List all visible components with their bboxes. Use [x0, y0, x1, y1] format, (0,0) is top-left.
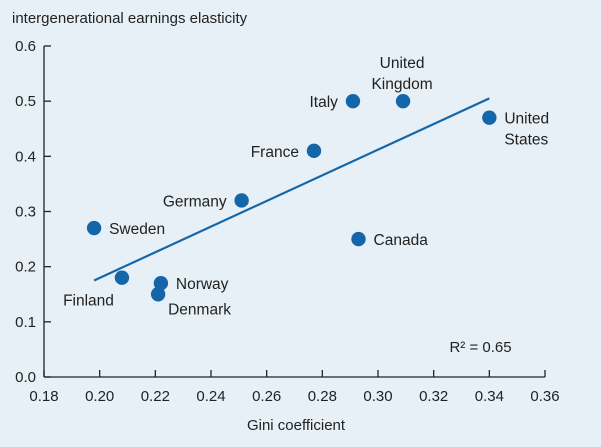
x-tick-label: 0.24 [196, 388, 225, 405]
point-label-france: France [251, 144, 299, 161]
y-tick-label: 0.5 [15, 93, 36, 110]
point-label-united-states: United States [504, 111, 549, 149]
x-tick-label: 0.30 [363, 388, 392, 405]
point-label-sweden: Sweden [109, 221, 165, 238]
point-united-states [482, 110, 497, 125]
y-tick-label: 0.0 [15, 369, 36, 386]
point-label-italy: Italy [310, 94, 339, 111]
y-tick-label: 0.4 [15, 148, 36, 165]
x-axis-title: Gini coefficient [247, 417, 346, 434]
y-ticks: 0.0 0.1 0.2 0.3 0.4 0.5 0.6 [15, 38, 51, 386]
point-france [306, 143, 322, 159]
trend-line [93, 97, 490, 282]
x-tick-label: 0.28 [308, 388, 337, 405]
y-axis-title: intergenerational earnings elasticity [12, 10, 248, 27]
y-tick-label: 0.1 [15, 314, 36, 331]
point-sweden [86, 220, 102, 236]
y-tick-label: 0.2 [15, 259, 36, 276]
point-canada [351, 231, 366, 247]
x-ticks: 0.18 0.20 0.22 0.24 0.26 0.28 0.30 0.32 0.34 0.36 [29, 370, 560, 405]
x-tick-label: 0.36 [530, 388, 559, 405]
x-tick-label: 0.26 [252, 388, 281, 405]
point-label-norway: Norway [176, 276, 229, 293]
x-tick-label: 0.34 [475, 388, 504, 405]
point-label-united-kingdom: United Kingdom [371, 55, 432, 93]
x-tick-label: 0.18 [29, 388, 58, 405]
point-united-kingdom [395, 93, 411, 109]
x-tick-label: 0.32 [419, 388, 448, 405]
point-label-finland: Finland [63, 293, 114, 310]
y-tick-label: 0.6 [15, 38, 36, 55]
data-points [86, 93, 497, 302]
point-labels: Sweden Finland Norway Denmark Germany France I… [63, 55, 549, 318]
point-germany [234, 193, 249, 208]
r-squared-annotation: R² = 0.65 [449, 339, 511, 356]
point-finland [114, 270, 130, 285]
x-tick-label: 0.22 [141, 388, 170, 405]
point-label-canada: Canada [374, 232, 429, 249]
x-tick-label: 0.20 [85, 388, 114, 405]
point-denmark [150, 287, 166, 302]
point-label-denmark: Denmark [168, 301, 231, 318]
point-italy [345, 93, 361, 109]
point-norway [153, 276, 169, 291]
point-label-germany: Germany [163, 193, 227, 210]
y-tick-label: 0.3 [15, 204, 36, 221]
